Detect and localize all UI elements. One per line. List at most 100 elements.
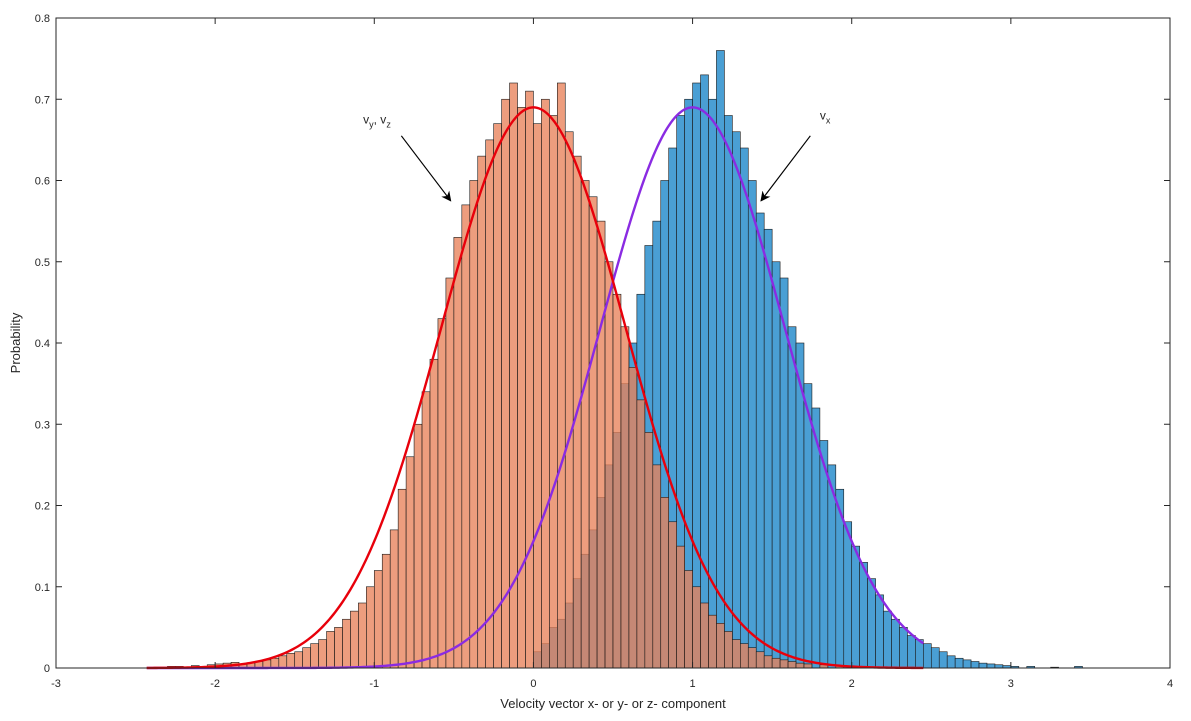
histogram-bar <box>493 123 502 669</box>
histogram-bar <box>358 602 367 669</box>
histogram-bar <box>732 131 741 669</box>
histogram-bar <box>652 464 662 669</box>
histogram-bar <box>286 653 296 669</box>
vy-vz-label-main-1: v <box>363 113 369 127</box>
histogram-bar <box>294 651 303 669</box>
histogram-bar <box>795 662 805 669</box>
histogram-bar <box>747 180 757 669</box>
histogram-bar <box>612 293 622 669</box>
y-tick-label: 0.7 <box>35 94 50 106</box>
x-tick-label: 1 <box>690 678 696 690</box>
histogram-bar <box>588 196 598 669</box>
histogram-bar <box>700 74 709 669</box>
histogram-bar <box>461 204 471 669</box>
histogram-bar <box>302 647 311 669</box>
histogram-bar <box>373 570 383 669</box>
histogram-bar <box>779 659 789 669</box>
histogram-bar <box>485 139 494 669</box>
histogram-bar <box>724 115 733 669</box>
y-tick-label: 0 <box>44 663 50 675</box>
histogram-bar <box>755 212 765 669</box>
histogram-bar <box>978 662 988 669</box>
histogram-bar <box>787 326 797 669</box>
y-tick-label: 0.8 <box>35 13 50 25</box>
histogram-bar <box>732 639 741 669</box>
histogram-bar <box>668 521 677 669</box>
histogram-bar <box>501 98 510 669</box>
histogram-bar <box>899 627 908 669</box>
histogram-bar <box>763 228 773 669</box>
histogram-bar <box>437 318 447 669</box>
histogram-bar <box>962 659 972 669</box>
histogram-bar <box>875 594 884 669</box>
histogram-bar <box>445 277 455 669</box>
histogram-bar <box>907 635 916 669</box>
histogram-bar <box>318 639 327 669</box>
vx-annotation-label: vx <box>820 109 831 126</box>
histogram-bar <box>970 661 980 669</box>
vy-vz-label-sub-2: z <box>386 120 391 130</box>
histogram-bar <box>755 651 765 669</box>
histogram-bar <box>580 180 590 669</box>
histogram-bar <box>843 521 853 669</box>
histogram-bar <box>469 180 479 669</box>
y-tick-label: 0.6 <box>35 176 50 188</box>
histogram-bar <box>923 643 932 669</box>
histogram-bar <box>986 663 996 669</box>
y-tick-label: 0.4 <box>35 338 50 350</box>
histogram-bar <box>421 391 431 669</box>
histogram-bar <box>716 50 725 669</box>
histogram-bar <box>636 399 646 669</box>
histogram-bar <box>477 155 486 669</box>
vy-vz-label-mid: , v <box>374 113 387 127</box>
histogram-bar <box>660 497 669 669</box>
y-tick-label: 0.2 <box>35 501 50 513</box>
x-tick-label: 0 <box>530 678 536 690</box>
annotations <box>400 135 811 202</box>
histogram-bar <box>708 614 717 669</box>
histogram-bar <box>787 661 797 669</box>
histogram-bar <box>350 610 359 669</box>
vx-label-main: v <box>820 109 826 123</box>
histogram-bar <box>525 90 534 669</box>
y-tick-label: 0.1 <box>35 582 50 594</box>
histogram-bar <box>549 115 558 669</box>
histogram-bar <box>930 647 940 669</box>
vy-vz-fit-curve <box>146 106 924 670</box>
histogram-bar <box>692 82 701 669</box>
x-tick-label: 2 <box>849 678 855 690</box>
histogram-bar <box>716 623 725 669</box>
y-tick-label: 0.5 <box>35 257 50 269</box>
histogram-bar <box>596 220 606 669</box>
vy-vz-arrow <box>400 135 452 202</box>
histogram-bar <box>533 123 542 669</box>
x-tick-label: -3 <box>51 678 61 690</box>
histogram-bar <box>771 261 781 669</box>
histogram-bar <box>326 631 335 669</box>
histogram-bar <box>803 383 813 669</box>
histogram-bar <box>397 488 407 669</box>
histogram-bar <box>429 358 439 669</box>
vx-label-sub: x <box>826 116 831 126</box>
histogram-bar <box>620 326 630 669</box>
histogram-bar <box>556 82 566 669</box>
histogram-bar <box>270 657 280 669</box>
histogram-bar <box>453 237 463 669</box>
histogram-bar <box>747 647 757 669</box>
histogram-bar <box>541 98 550 669</box>
histogram-bar <box>517 107 526 669</box>
y-tick-label: 0.3 <box>35 419 50 431</box>
histogram-bar <box>628 367 638 669</box>
histogram-bar <box>859 562 868 669</box>
histogram-bar <box>676 545 685 669</box>
histogram-bar <box>564 131 574 669</box>
histogram-bar <box>644 432 654 669</box>
histogram-bar <box>389 529 399 669</box>
vx-arrow <box>760 135 811 202</box>
histogram-bar <box>867 578 876 669</box>
histogram-bar <box>883 610 892 669</box>
histogram-bar <box>334 627 343 669</box>
y-axis-label: Probability <box>8 312 23 373</box>
